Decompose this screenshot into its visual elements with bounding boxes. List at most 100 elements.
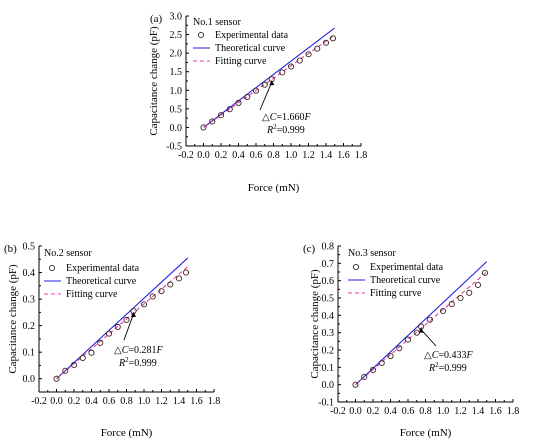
eq-coefficient: =0.281 — [128, 345, 156, 356]
legend-marker-experimental — [352, 263, 360, 271]
experimental-data-point — [413, 329, 420, 336]
y-tick-label: 0.1 — [322, 363, 335, 374]
x-tick-label: 1.4 — [472, 406, 485, 417]
experimental-data-point — [252, 87, 260, 94]
experimental-data-point — [457, 294, 464, 302]
experimental-data-point — [361, 373, 368, 380]
chart-panel-1: -0.2 0.0 0.2 0.4 0.6 0.8 1.0 1.2 1.4 1.6 1.8-0.50.… — [148, 12, 367, 195]
x-tick-label: 0.4 — [232, 150, 245, 161]
experimental-data-point — [329, 35, 337, 42]
experimental-data-point — [352, 381, 359, 388]
x-tick-label: 0.8 — [267, 150, 280, 161]
x-tick-label: 1.4 — [173, 396, 186, 407]
legend-label-fitting: Fitting curve — [215, 56, 267, 67]
x-tick-label: 0.6 — [402, 406, 415, 417]
experimental-data-point — [182, 269, 190, 276]
experimental-data-point — [149, 293, 156, 300]
theoretical-curve-line — [355, 261, 488, 386]
experimental-data-point — [200, 124, 207, 131]
experimental-data-point — [140, 301, 148, 308]
y-tick-label: 2.0 — [170, 49, 183, 60]
experimental-data-point — [105, 330, 113, 337]
experimental-data-point — [235, 99, 242, 106]
y-tick-label: 0.5 — [23, 242, 36, 253]
x-tick-label: -0.2 — [31, 396, 47, 407]
experimental-data-point — [322, 39, 330, 46]
experimental-data-point — [70, 361, 78, 368]
experimental-data-point — [404, 336, 412, 343]
eq-force-var: F — [466, 350, 474, 361]
x-tick-label: 0.4 — [384, 406, 397, 417]
eq-delta-symbol: △ — [262, 112, 270, 123]
r2-exponent: 2 — [273, 123, 277, 131]
annotation-r-squared: R2=0.999 — [428, 361, 467, 374]
eq-capacitance-var: C — [270, 112, 277, 123]
x-tick-label: 1.6 — [489, 406, 502, 417]
x-tick-label: -0.2 — [330, 406, 346, 417]
y-tick-label: 0.1 — [23, 348, 36, 359]
eq-capacitance-var: C — [122, 345, 129, 356]
annotation-arrow-head — [418, 327, 424, 333]
experimental-data-point — [244, 93, 251, 101]
experimental-data-point — [387, 353, 394, 360]
y-tick-label: 1.0 — [170, 86, 183, 97]
experimental-data-point — [123, 316, 130, 323]
eq-force-var: F — [304, 112, 312, 123]
experimental-data-point — [88, 349, 95, 356]
y-tick-label: 0.4 — [23, 268, 36, 279]
x-tick-label: 0.0 — [197, 150, 210, 161]
x-tick-label: 0.8 — [120, 396, 133, 407]
y-tick-label: 2.5 — [170, 30, 183, 41]
eq-delta-symbol: △ — [114, 345, 122, 356]
x-tick-label: 1.6 — [337, 150, 350, 161]
fitting-curve-line — [203, 34, 336, 128]
annotation-equation: △C=0.433F — [424, 350, 474, 361]
x-tick-label: 1.2 — [302, 150, 315, 161]
y-tick-label: 0.0 — [322, 380, 335, 391]
r2-exponent: 2 — [125, 356, 129, 364]
legend-label-experimental: Experimental data — [370, 262, 444, 273]
theoretical-curve-line — [56, 257, 189, 380]
annotation-equation: △C=0.281F — [114, 345, 164, 356]
annotation-arrow-line — [259, 81, 273, 111]
experimental-data-point — [167, 281, 174, 288]
panel-label: (a) — [150, 13, 163, 25]
y-tick-label: 0.8 — [322, 242, 335, 253]
y-tick-label: 0.6 — [322, 276, 335, 287]
experimental-data-point — [261, 81, 268, 88]
experimental-data-point — [209, 118, 216, 125]
y-tick-label: 0.3 — [23, 295, 36, 306]
eq-force-var: F — [156, 345, 164, 356]
panel-label: (b) — [4, 243, 17, 255]
experimental-data-point — [62, 367, 69, 374]
x-tick-label: 1.0 — [437, 406, 450, 417]
experimental-data-point — [466, 289, 473, 296]
experimental-data-point — [426, 316, 433, 323]
experimental-data-point — [314, 45, 321, 52]
r2-value: =0.999 — [277, 125, 305, 136]
eq-coefficient: =1.660 — [276, 112, 304, 123]
experimental-data-point — [448, 301, 455, 308]
experimental-data-point — [114, 323, 121, 331]
x-tick-label: 0.2 — [215, 150, 228, 161]
y-tick-label: -0.1 — [318, 398, 334, 409]
experimental-data-point — [481, 269, 489, 276]
annotation-arrow-line — [420, 329, 437, 347]
fitting-curve-line — [56, 266, 189, 380]
x-tick-label: 1.0 — [138, 396, 151, 407]
legend-label-theoretical: Theoretical curve — [215, 43, 286, 54]
legend-label-theoretical: Theoretical curve — [66, 276, 137, 287]
y-tick-label: 0.3 — [322, 328, 335, 339]
experimental-data-point — [53, 375, 60, 382]
annotation-equation: △C=1.660F — [262, 112, 312, 123]
eq-delta-symbol: △ — [424, 350, 432, 361]
y-axis-title: Capacitance change (pF) — [7, 264, 19, 374]
r2-value: =0.999 — [129, 358, 157, 369]
x-tick-label: 1.4 — [320, 150, 333, 161]
y-tick-label: 0.0 — [170, 123, 183, 134]
x-tick-label: 1.8 — [208, 396, 221, 407]
y-axis-title: Capacitance change (pF) — [309, 269, 321, 379]
x-tick-label: 1.2 — [454, 406, 467, 417]
